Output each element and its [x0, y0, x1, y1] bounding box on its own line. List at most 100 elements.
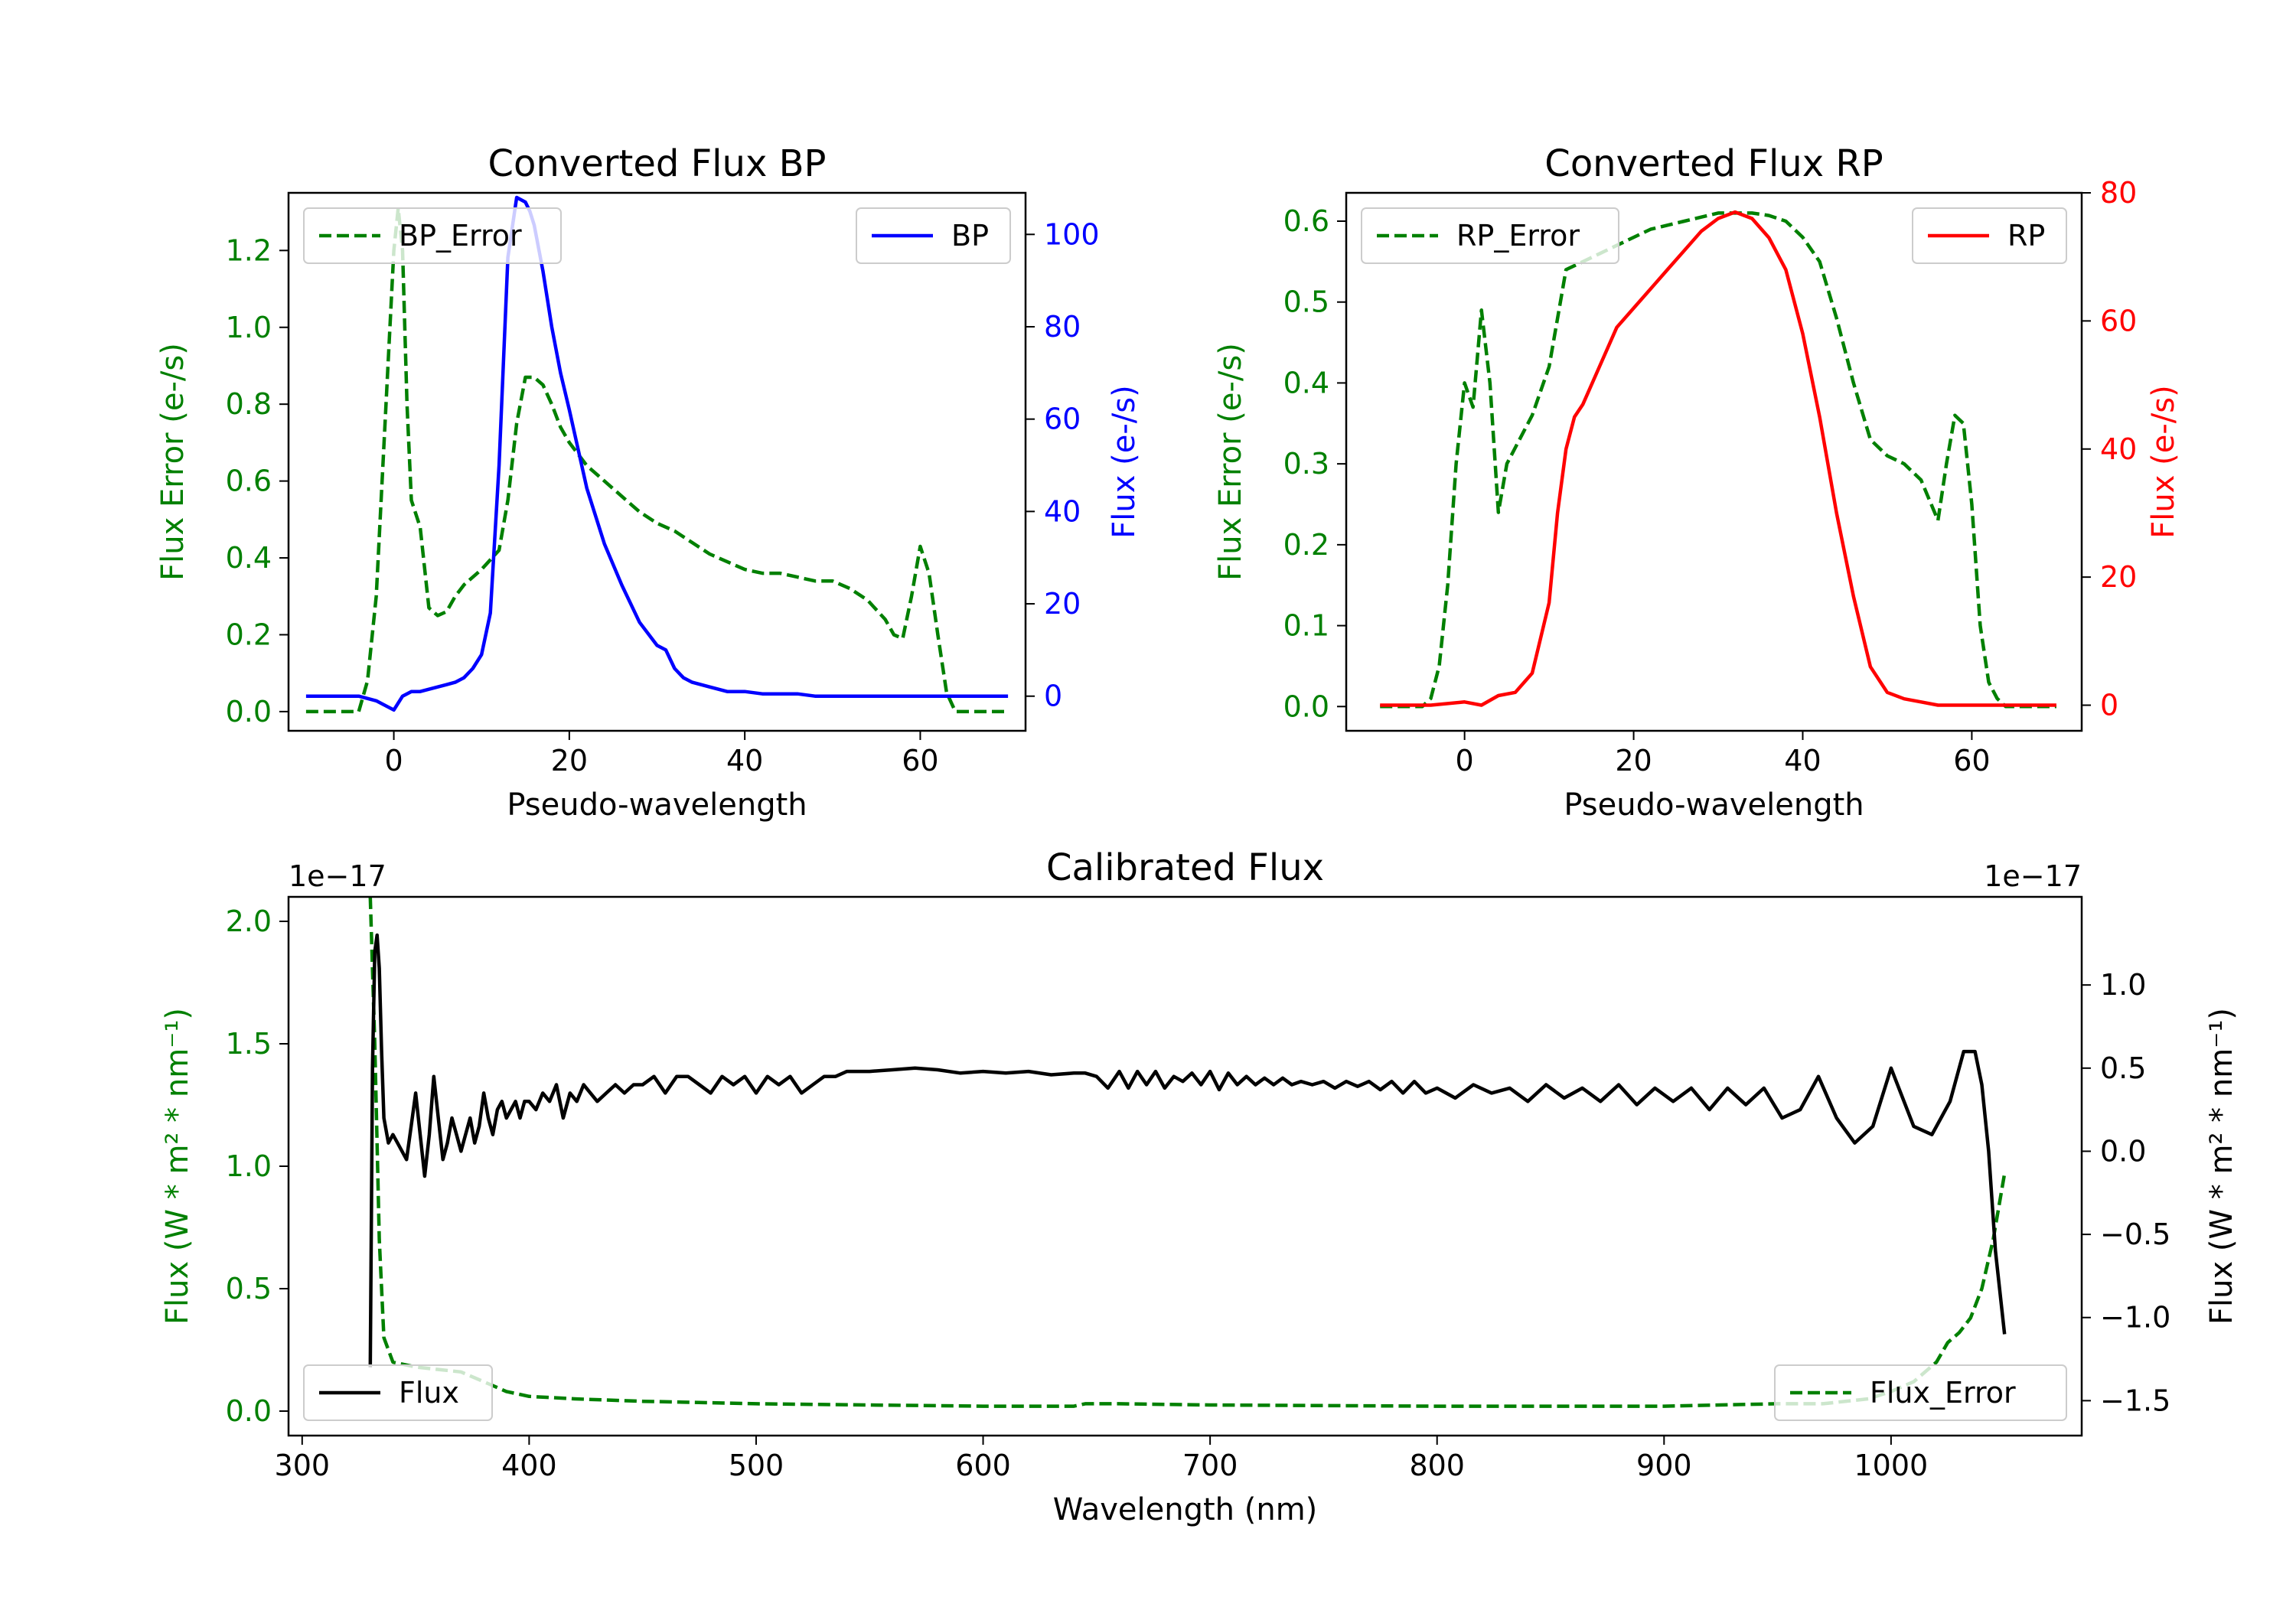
axes-frame [1345, 191, 2083, 732]
y-tick-label-left: 0.1 [1283, 609, 1329, 643]
x-axis-label: Pseudo-wavelength [507, 787, 807, 823]
legend-box [303, 207, 562, 264]
y-axis-label-right: Flux (e-/s) [2146, 385, 2181, 538]
x-axis-label: Wavelength (nm) [1053, 1492, 1318, 1527]
legend-box [303, 1364, 493, 1421]
y-tick-label-left: 0.2 [226, 618, 272, 651]
chart-rp: 0 20 40 60 0.0 0.1 0.2 0.3 0.4 0.5 0.6 0 20 40 60 80 Con… [1213, 142, 2181, 823]
y-tick-label-right: 0.0 [2100, 1134, 2146, 1168]
x-tick-label: 60 [1953, 744, 1990, 777]
legend-bp: BP [856, 207, 1011, 264]
y-tick-label-left: 1.0 [226, 311, 272, 344]
y-tick-label-left: 0.6 [1283, 204, 1329, 238]
legend-box [856, 207, 1011, 264]
y-tick-label-right: 0 [1044, 680, 1062, 713]
y-tick-label-right: 20 [2100, 560, 2137, 594]
x-tick-label: 20 [1615, 744, 1652, 777]
x-tick-label: 60 [902, 744, 938, 777]
legend-label: RP_Error [1456, 219, 1580, 253]
y-tick-label-left: 0.4 [1283, 366, 1329, 399]
y-tick-label-left: 1.5 [226, 1027, 272, 1061]
x-tick-label: 500 [729, 1449, 784, 1482]
y-tick-label-right: 60 [1044, 403, 1081, 436]
y-tick-label-right: −0.5 [2100, 1217, 2170, 1251]
y-tick-label-right: 0 [2100, 689, 2118, 722]
legend-label: RP [2007, 219, 2045, 253]
legend-bp-error: BP_Error [303, 207, 562, 264]
x-tick-label: 300 [275, 1449, 331, 1482]
legend-label: Flux [399, 1376, 459, 1410]
series-line-bp-error [305, 206, 1009, 714]
y-tick-label-left: 0.0 [226, 1394, 272, 1428]
offset-text-right: 1e−17 [1984, 859, 2082, 893]
chart-bp: 0 20 40 60 0.0 0.2 0.4 0.6 0.8 1.0 1.2 0 20 40 60 80 100… [155, 142, 1142, 823]
series-line-flux [368, 933, 2007, 1367]
offset-text-left: 1e−17 [289, 859, 386, 893]
y-tick-label-right: 80 [1044, 310, 1081, 344]
chart-title: Converted Flux RP [1544, 142, 1883, 185]
y-tick-label-left: 0.4 [226, 541, 272, 575]
series-line-rp [1380, 210, 2056, 707]
axes-frame [287, 895, 2083, 1437]
y-axis-label-left: Flux Error (e-/s) [155, 343, 191, 581]
y-tick-label-left: 0.5 [1283, 285, 1329, 319]
series-line-rp-error [1380, 211, 2056, 709]
x-tick-label: 700 [1182, 1449, 1238, 1482]
x-tick-label: 40 [726, 744, 763, 777]
legend-flux-error: Flux_Error [1774, 1364, 2067, 1421]
series-group [1380, 210, 2056, 709]
x-tick-label: 0 [384, 744, 403, 777]
chart-cal: 300 400 500 600 700 800 900 1000 0.0 0.5 1.0 1.5 2.0… [160, 846, 2239, 1527]
legend-flux: Flux [303, 1364, 493, 1421]
legend-rp: RP [1912, 207, 2067, 264]
x-tick-label: 40 [1784, 744, 1821, 777]
y-tick-label-left: 0.3 [1283, 447, 1329, 481]
y-axis-label-left: Flux Error (e-/s) [1213, 343, 1248, 581]
x-tick-label: 900 [1636, 1449, 1692, 1482]
y-tick-label-left: 0.0 [226, 695, 272, 729]
y-tick-label-left: 0.5 [226, 1272, 272, 1305]
x-axis-label: Pseudo-wavelength [1564, 787, 1864, 823]
x-tick-label: 600 [955, 1449, 1011, 1482]
y-tick-label-right: 60 [2100, 304, 2137, 337]
series-line-flux-error [368, 897, 2007, 1408]
y-tick-label-right: 1.0 [2100, 968, 2146, 1002]
x-tick-label: 400 [501, 1449, 557, 1482]
legend-box [1774, 1364, 2067, 1421]
x-tick-label: 1000 [1854, 1449, 1929, 1482]
y-axis-label-left: Flux (W * m² * nm⁻¹) [160, 1008, 195, 1325]
y-tick-label-right: −1.5 [2100, 1384, 2170, 1417]
legend-label: BP [951, 219, 989, 253]
axes-frame [287, 191, 1027, 732]
x-tick-label: 20 [551, 744, 588, 777]
legend-rp-error: RP_Error [1361, 207, 1619, 264]
y-tick-label-left: 1.2 [226, 233, 272, 267]
y-tick-label-left: 0.2 [1283, 528, 1329, 562]
chart-title: Converted Flux BP [488, 142, 827, 185]
y-tick-label-right: 20 [1044, 587, 1081, 621]
y-tick-label-left: 1.0 [226, 1149, 272, 1183]
series-line-bp [305, 195, 1009, 712]
y-tick-label-left: 2.0 [226, 905, 272, 938]
y-tick-label-left: 0.0 [1283, 689, 1329, 723]
legend-box [1912, 207, 2067, 264]
legend-box [1361, 207, 1619, 264]
y-tick-label-right: −1.0 [2100, 1301, 2170, 1335]
y-tick-label-right: 40 [1044, 494, 1081, 528]
y-tick-label-right: 0.5 [2100, 1051, 2146, 1085]
y-tick-label-left: 0.6 [226, 464, 272, 498]
y-axis-label-right: Flux (e-/s) [1107, 385, 1142, 538]
chart-title: Calibrated Flux [1046, 846, 1324, 889]
y-tick-label-left: 0.8 [226, 387, 272, 421]
legend-label: BP_Error [399, 219, 522, 253]
series-group [305, 195, 1009, 714]
y-tick-label-right: 80 [2100, 176, 2137, 210]
x-tick-label: 800 [1409, 1449, 1465, 1482]
y-tick-label-right: 40 [2100, 432, 2137, 466]
x-tick-label: 0 [1456, 744, 1474, 777]
legend-label: Flux_Error [1870, 1376, 2016, 1410]
y-tick-label-right: 100 [1044, 217, 1100, 251]
series-group [368, 897, 2007, 1408]
y-axis-label-right: Flux (W * m² * nm⁻¹) [2204, 1008, 2239, 1325]
